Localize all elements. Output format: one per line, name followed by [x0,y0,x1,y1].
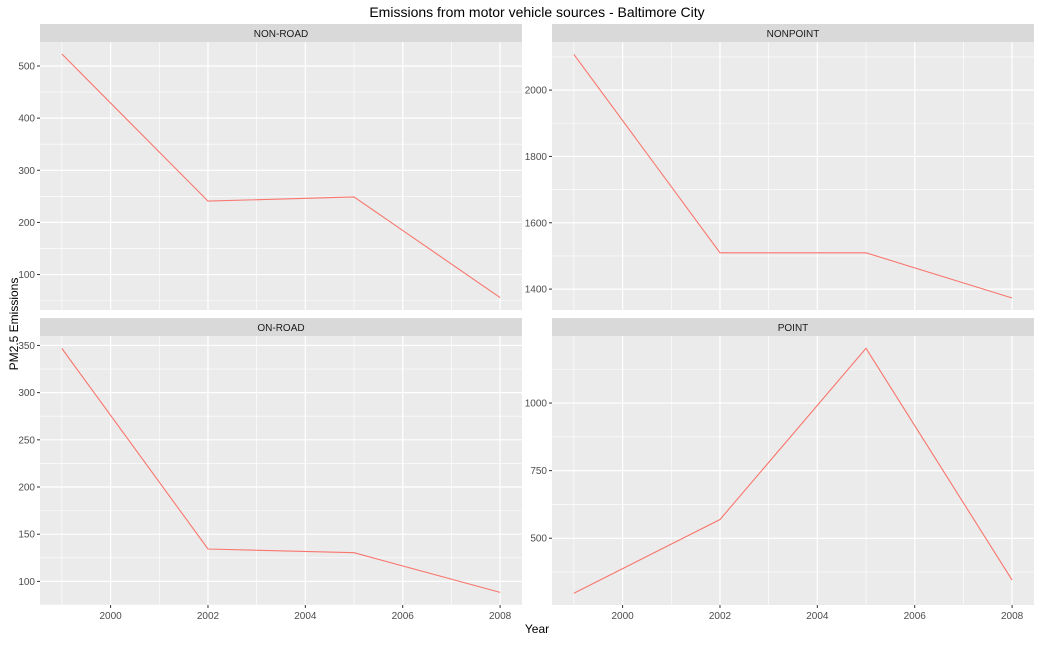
x-tick-label: 2000 [611,611,634,622]
y-tick-label: 100 [18,577,35,588]
facet-panel-background [552,42,1034,310]
facet-panel-nonpoint: NONPOINT 1400 1600 1800 2000 [525,24,1034,310]
y-tick-label: 150 [18,530,35,541]
y-tick-label: 500 [530,534,547,545]
x-tick-label: 2008 [489,611,512,622]
facet-strip-label: NONPOINT [767,29,820,40]
facet-panel-non-road: NON-ROAD 100 200 300 400 500 [18,24,522,310]
y-tick-label: 300 [18,388,35,399]
x-tick-label: 2006 [904,611,927,622]
facet-panel-point: POINT 500 750 1000 2000 2002 2004 2006 2008 [525,318,1034,622]
y-tick-label: 750 [530,466,547,477]
y-axis-label: PM2.5 Emissions [7,278,21,371]
y-tick-label: 1000 [525,399,548,410]
y-tick-label: 2000 [525,86,548,97]
y-tick-label: 100 [18,270,35,281]
facet-strip-label: POINT [778,323,809,334]
y-tick-label: 1400 [525,285,548,296]
y-tick-label: 1600 [525,218,548,229]
y-tick-label: 350 [18,341,35,352]
facet-panel-background [40,42,522,310]
facet-panel-background [40,336,522,605]
x-tick-label: 2004 [294,611,317,622]
x-tick-label: 2002 [709,611,732,622]
x-tick-label: 2008 [1001,611,1024,622]
y-tick-label: 400 [18,114,35,125]
y-tick-label: 300 [18,166,35,177]
x-tick-label: 2002 [197,611,220,622]
facet-strip-label: NON-ROAD [254,29,308,40]
y-tick-label: 200 [18,483,35,494]
y-tick-label: 1800 [525,152,548,163]
facet-panels: NON-ROAD 100 200 300 400 500 NONPOINT 1400 1600 1… [18,24,1034,622]
x-axis-label: Year [525,622,549,636]
x-tick-label: 2006 [392,611,415,622]
chart-title: Emissions from motor vehicle sources - B… [369,4,704,20]
y-tick-label: 200 [18,218,35,229]
x-tick-label: 2004 [806,611,829,622]
facet-strip-label: ON-ROAD [257,323,304,334]
x-tick-label: 2000 [99,611,122,622]
facet-panel-on-road: ON-ROAD 100 150 200 250 300 350 2000 2002 2004 200… [18,318,522,622]
y-tick-label: 250 [18,435,35,446]
y-tick-label: 500 [18,61,35,72]
